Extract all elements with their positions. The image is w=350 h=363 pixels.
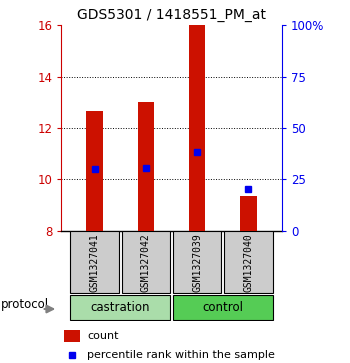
Bar — [138, 102, 154, 231]
Bar — [173, 231, 222, 293]
Text: GSM1327042: GSM1327042 — [141, 233, 151, 291]
Bar — [189, 25, 205, 231]
Text: GSM1327040: GSM1327040 — [243, 233, 253, 291]
Text: count: count — [87, 331, 119, 341]
Bar — [173, 295, 273, 320]
Text: GSM1327039: GSM1327039 — [192, 233, 202, 291]
Text: percentile rank within the sample: percentile rank within the sample — [87, 350, 275, 360]
Bar — [70, 295, 170, 320]
Text: GSM1327041: GSM1327041 — [90, 233, 100, 291]
Bar — [224, 231, 273, 293]
Bar — [64, 330, 80, 342]
Title: GDS5301 / 1418551_PM_at: GDS5301 / 1418551_PM_at — [77, 8, 266, 22]
Bar — [70, 231, 119, 293]
Text: control: control — [202, 301, 243, 314]
Bar — [86, 111, 103, 231]
Text: protocol: protocol — [1, 298, 49, 311]
Bar — [240, 196, 257, 231]
Bar — [121, 231, 170, 293]
Text: castration: castration — [90, 301, 150, 314]
